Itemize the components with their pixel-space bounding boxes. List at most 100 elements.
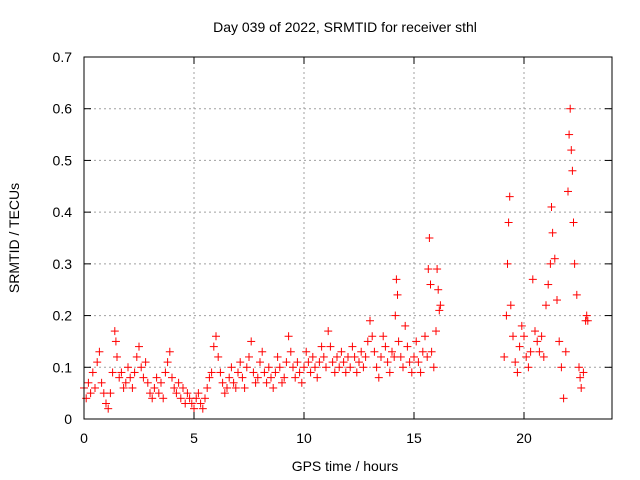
data-point <box>154 389 163 398</box>
data-point <box>218 378 227 387</box>
data-point <box>311 363 319 372</box>
data-point <box>425 234 434 242</box>
data-point <box>568 166 577 175</box>
data-point <box>517 321 526 330</box>
data-point <box>542 301 550 310</box>
data-point <box>84 378 93 387</box>
data-point <box>245 352 253 361</box>
data-point <box>403 342 412 351</box>
data-point <box>537 332 546 341</box>
data-point <box>247 337 256 346</box>
data-point <box>396 352 405 361</box>
data-point <box>429 363 438 372</box>
data-point <box>297 378 306 387</box>
data-point <box>135 342 143 351</box>
data-point <box>143 378 152 387</box>
data-point <box>410 352 418 361</box>
data-point <box>348 342 357 351</box>
data-point <box>251 378 260 387</box>
data-point <box>339 358 348 367</box>
data-point <box>97 378 106 387</box>
data-point <box>546 259 555 268</box>
data-point <box>106 389 115 398</box>
data-point <box>264 363 273 372</box>
data-point <box>216 368 225 377</box>
data-point <box>159 394 168 403</box>
data-point <box>284 332 293 341</box>
data-point <box>234 368 242 377</box>
data-point <box>434 285 443 294</box>
data-point <box>300 363 308 372</box>
data-point <box>269 383 278 392</box>
data-point <box>388 347 396 356</box>
data-point <box>113 352 121 361</box>
data-point <box>117 368 126 377</box>
data-point <box>249 368 258 377</box>
data-point <box>361 352 370 361</box>
data-point <box>374 373 383 382</box>
y-tick-label: 0.7 <box>53 49 73 65</box>
data-point <box>306 368 315 377</box>
data-point <box>253 373 262 382</box>
data-point <box>194 389 203 398</box>
y-tick-label: 0 <box>64 411 72 427</box>
data-point <box>315 358 324 367</box>
data-point <box>223 383 231 392</box>
data-point <box>324 327 333 336</box>
data-point <box>260 368 269 377</box>
data-point <box>436 301 445 310</box>
data-point <box>146 389 154 398</box>
data-point <box>328 358 337 367</box>
data-point <box>548 228 557 237</box>
data-point <box>141 358 150 367</box>
y-tick-label: 0.4 <box>53 204 73 220</box>
data-point <box>308 352 317 361</box>
data-point <box>559 394 568 403</box>
data-point <box>86 389 95 398</box>
data-point <box>130 368 139 377</box>
data-point <box>579 368 588 377</box>
data-point <box>304 358 313 367</box>
data-point <box>569 218 578 227</box>
data-point <box>407 368 416 377</box>
data-point <box>391 311 400 320</box>
data-point <box>341 368 350 377</box>
x-tick-label: 10 <box>296 430 312 446</box>
data-point <box>506 301 515 310</box>
data-point <box>414 358 423 367</box>
data-point <box>91 383 99 392</box>
data-point <box>547 202 556 211</box>
data-point <box>355 358 363 367</box>
data-point <box>535 347 544 356</box>
data-point <box>275 363 284 372</box>
data-point <box>399 363 407 372</box>
data-points <box>80 104 592 413</box>
data-point <box>359 363 368 372</box>
data-point <box>550 254 559 263</box>
data-point <box>575 363 583 372</box>
data-point <box>577 383 586 392</box>
data-point <box>416 368 425 377</box>
data-point <box>273 352 282 361</box>
data-point <box>150 383 159 392</box>
data-point <box>531 327 539 336</box>
y-tick-label: 0.6 <box>53 101 73 117</box>
data-point <box>421 332 429 341</box>
data-point <box>502 311 511 320</box>
data-point <box>335 363 344 372</box>
data-point <box>319 352 328 361</box>
data-point <box>570 259 579 268</box>
data-point <box>282 358 291 367</box>
data-point <box>505 192 514 201</box>
data-point <box>293 358 302 367</box>
data-point <box>379 332 388 341</box>
data-point <box>271 368 280 377</box>
data-point <box>333 352 341 361</box>
data-point <box>513 368 522 377</box>
data-point <box>209 342 218 351</box>
y-tick-label: 0.3 <box>53 256 73 272</box>
data-point <box>242 363 251 372</box>
data-point <box>236 358 245 367</box>
data-point <box>280 373 289 382</box>
